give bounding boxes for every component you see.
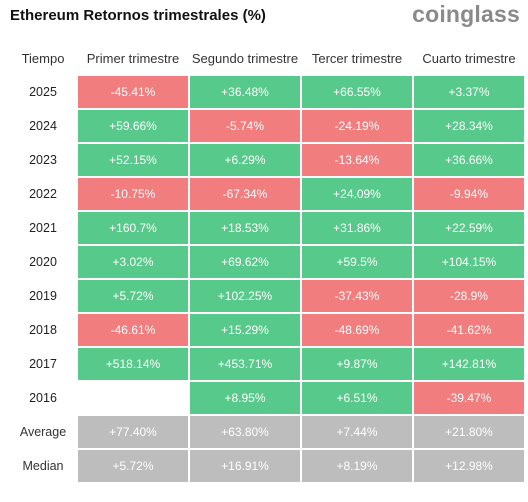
- table-row: 2022 -10.75% -67.34% +24.09% -9.94%: [10, 178, 524, 210]
- year-cell: 2019: [29, 289, 57, 303]
- return-cell: +518.14%: [78, 348, 188, 380]
- year-cell: 2018: [29, 323, 57, 337]
- return-cell: -13.64%: [302, 144, 412, 176]
- return-cell: -45.41%: [78, 76, 188, 108]
- return-cell: +36.48%: [190, 76, 300, 108]
- return-cell: +453.71%: [190, 348, 300, 380]
- year-cell: 2025: [29, 85, 57, 99]
- summary-cell: +7.44%: [302, 416, 412, 448]
- summary-cell: +5.72%: [78, 450, 188, 482]
- table-row: 2021 +160.7% +18.53% +31.86% +22.59%: [10, 212, 524, 244]
- summary-label: Median: [22, 459, 64, 473]
- header: Ethereum Retornos trimestrales (%) coing…: [0, 0, 528, 36]
- year-cell: 2020: [29, 255, 57, 269]
- return-cell: +3.37%: [414, 76, 524, 108]
- summary-cell: +8.19%: [302, 450, 412, 482]
- return-cell: +28.34%: [414, 110, 524, 142]
- summary-cell: +12.98%: [414, 450, 524, 482]
- return-cell: +6.51%: [302, 382, 412, 414]
- return-cell: +59.66%: [78, 110, 188, 142]
- return-cell: -10.75%: [78, 178, 188, 210]
- table-row: 2023 +52.15% +6.29% -13.64% +36.66%: [10, 144, 524, 176]
- return-cell: +18.53%: [190, 212, 300, 244]
- header-row: Tiempo Primer trimestre Segundo trimestr…: [10, 42, 524, 74]
- return-cell: [78, 382, 188, 414]
- return-cell: -46.61%: [78, 314, 188, 346]
- return-cell: +69.62%: [190, 246, 300, 278]
- return-cell: +59.5%: [302, 246, 412, 278]
- table-row: 2025 -45.41% +36.48% +66.55% +3.37%: [10, 76, 524, 108]
- return-cell: +104.15%: [414, 246, 524, 278]
- page-title: Ethereum Retornos trimestrales (%): [10, 7, 266, 24]
- returns-table: Tiempo Primer trimestre Segundo trimestr…: [8, 40, 526, 484]
- column-header-q1[interactable]: Primer trimestre: [86, 50, 180, 66]
- return-cell: -5.74%: [190, 110, 300, 142]
- table-row: 2018 -46.61% +15.29% -48.69% -41.62%: [10, 314, 524, 346]
- table-row: 2017 +518.14% +453.71% +9.87% +142.81%: [10, 348, 524, 380]
- return-cell: -9.94%: [414, 178, 524, 210]
- summary-cell: +63.80%: [190, 416, 300, 448]
- return-cell: -39.47%: [414, 382, 524, 414]
- return-cell: -41.62%: [414, 314, 524, 346]
- return-cell: -67.34%: [190, 178, 300, 210]
- return-cell: +142.81%: [414, 348, 524, 380]
- table-row: 2016 +8.95% +6.51% -39.47%: [10, 382, 524, 414]
- return-cell: +36.66%: [414, 144, 524, 176]
- return-cell: +6.29%: [190, 144, 300, 176]
- summary-cell: +16.91%: [190, 450, 300, 482]
- return-cell: +8.95%: [190, 382, 300, 414]
- summary-row: Median +5.72% +16.91% +8.19% +12.98%: [10, 450, 524, 482]
- summary-row: Average +77.40% +63.80% +7.44% +21.80%: [10, 416, 524, 448]
- table-row: 2020 +3.02% +69.62% +59.5% +104.15%: [10, 246, 524, 278]
- return-cell: -37.43%: [302, 280, 412, 312]
- return-cell: -28.9%: [414, 280, 524, 312]
- return-cell: +5.72%: [78, 280, 188, 312]
- return-cell: +102.25%: [190, 280, 300, 312]
- year-cell: 2023: [29, 153, 57, 167]
- return-cell: -48.69%: [302, 314, 412, 346]
- summary-label: Average: [19, 425, 67, 439]
- summary-cell: +77.40%: [78, 416, 188, 448]
- return-cell: +160.7%: [78, 212, 188, 244]
- year-cell: 2022: [29, 187, 57, 201]
- column-header-q4[interactable]: Cuarto trimestre: [422, 50, 516, 66]
- table-body: 2025 -45.41% +36.48% +66.55% +3.37% 2024 +59.6…: [10, 76, 524, 482]
- return-cell: +52.15%: [78, 144, 188, 176]
- table-row: 2019 +5.72% +102.25% -37.43% -28.9%: [10, 280, 524, 312]
- column-header-q2[interactable]: Segundo trimestre: [191, 50, 299, 66]
- table-row: 2024 +59.66% -5.74% -24.19% +28.34%: [10, 110, 524, 142]
- year-cell: 2017: [29, 357, 57, 371]
- return-cell: +9.87%: [302, 348, 412, 380]
- return-cell: -24.19%: [302, 110, 412, 142]
- return-cell: +15.29%: [190, 314, 300, 346]
- column-header-q3[interactable]: Tercer trimestre: [311, 50, 403, 66]
- column-header-time[interactable]: Tiempo: [21, 50, 65, 66]
- year-cell: 2021: [29, 221, 57, 235]
- return-cell: +3.02%: [78, 246, 188, 278]
- return-cell: +22.59%: [414, 212, 524, 244]
- summary-cell: +21.80%: [414, 416, 524, 448]
- return-cell: +66.55%: [302, 76, 412, 108]
- year-cell: 2024: [29, 119, 57, 133]
- coinglass-logo[interactable]: coinglass: [412, 1, 520, 27]
- return-cell: +24.09%: [302, 178, 412, 210]
- return-cell: +31.86%: [302, 212, 412, 244]
- year-cell: 2016: [29, 391, 57, 405]
